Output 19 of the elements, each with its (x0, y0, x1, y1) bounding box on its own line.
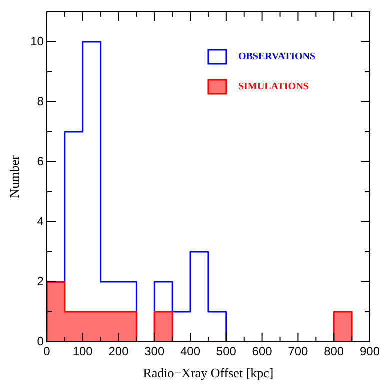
x-tick-label: 300 (144, 344, 165, 359)
legend-label: OBSERVATIONS (238, 52, 316, 63)
y-tick-label: 0 (37, 334, 44, 348)
y-tick-label: 4 (37, 214, 44, 228)
y-tick-label: 2 (37, 274, 44, 288)
legend-label: SIMULATIONS (238, 82, 310, 93)
y-tick-label: 10 (30, 34, 44, 48)
x-axis-title: Radio−Xray Offset [kpc] (143, 366, 274, 381)
x-tick-label: 700 (288, 344, 309, 359)
y-tick-label: 8 (37, 94, 44, 108)
x-tick-label: 500 (216, 344, 237, 359)
y-axis-title: Number (7, 155, 22, 198)
x-tick-label: 800 (324, 344, 344, 359)
y-tick-label: 6 (37, 154, 44, 168)
x-tick-label: 900 (360, 344, 380, 359)
x-tick-label: 600 (252, 344, 273, 359)
x-tick-label: 100 (72, 344, 94, 359)
x-tick-label: 200 (108, 344, 130, 359)
x-tick-label: 400 (180, 344, 201, 359)
